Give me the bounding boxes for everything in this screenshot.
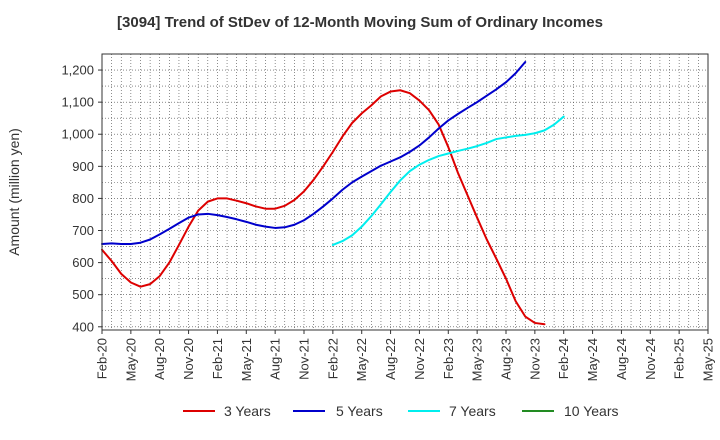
y-tick-label: 500 [72,287,94,302]
y-tick-label: 400 [72,319,94,334]
series-line-3-years [101,89,546,326]
legend-label: 10 Years [564,403,619,419]
chart-title: [3094] Trend of StDev of 12-Month Moving… [117,14,603,31]
x-tick-label: Aug-23 [499,338,514,380]
x-tick-label: Nov-22 [412,338,427,380]
x-tick-label: Nov-20 [181,338,196,380]
x-tick-label: Nov-21 [297,338,312,380]
y-tick-label: 800 [72,191,94,206]
x-tick-label: May-22 [354,338,369,381]
x-tick-label: Feb-22 [325,338,340,379]
legend-label: 3 Years [224,403,271,419]
legend: 3 Years 5 Years 7 Years 10 Years [183,403,619,419]
x-tick-label: May-24 [585,338,600,381]
x-tick-label: Feb-21 [210,338,225,379]
x-tick-label: Aug-22 [383,338,398,380]
y-axis-label: Amount (million yen) [6,128,22,256]
x-tick-label: May-20 [123,338,138,381]
x-tick-label: Feb-20 [95,338,110,379]
x-tick-label: Nov-23 [527,338,542,380]
x-tick-label: Nov-24 [643,338,658,380]
plot-frame [101,53,709,331]
x-tick-label: Aug-24 [614,338,629,380]
legend-label: 7 Years [449,403,496,419]
y-axis-ticks: 400 500 600 700 800 900 1,000 1,100 1,200 [61,63,102,334]
y-tick-label: 1,000 [61,127,94,142]
x-tick-label: Aug-20 [152,338,167,380]
x-axis-ticks: Feb-20 May-20 Aug-20 Nov-20 Feb-21 May-21 Aug-… [95,330,716,381]
x-tick-label: May-21 [239,338,254,381]
x-tick-label: Feb-25 [672,338,687,379]
y-tick-label: 1,100 [61,95,94,110]
plot-background [102,54,708,330]
y-tick-label: 1,200 [61,63,94,78]
grid [102,54,708,330]
x-tick-label: Feb-24 [556,338,571,379]
x-tick-label: May-23 [470,338,485,381]
y-tick-label: 600 [72,255,94,270]
x-tick-label: Aug-21 [268,338,283,380]
series-line-7-years [331,115,565,246]
series-lines [101,61,565,326]
x-tick-label: Feb-23 [441,338,456,379]
y-tick-label: 900 [72,159,94,174]
series-line-5-years [101,61,527,245]
x-tick-label: May-25 [701,338,716,381]
y-tick-label: 700 [72,223,94,238]
legend-label: 5 Years [336,403,383,419]
